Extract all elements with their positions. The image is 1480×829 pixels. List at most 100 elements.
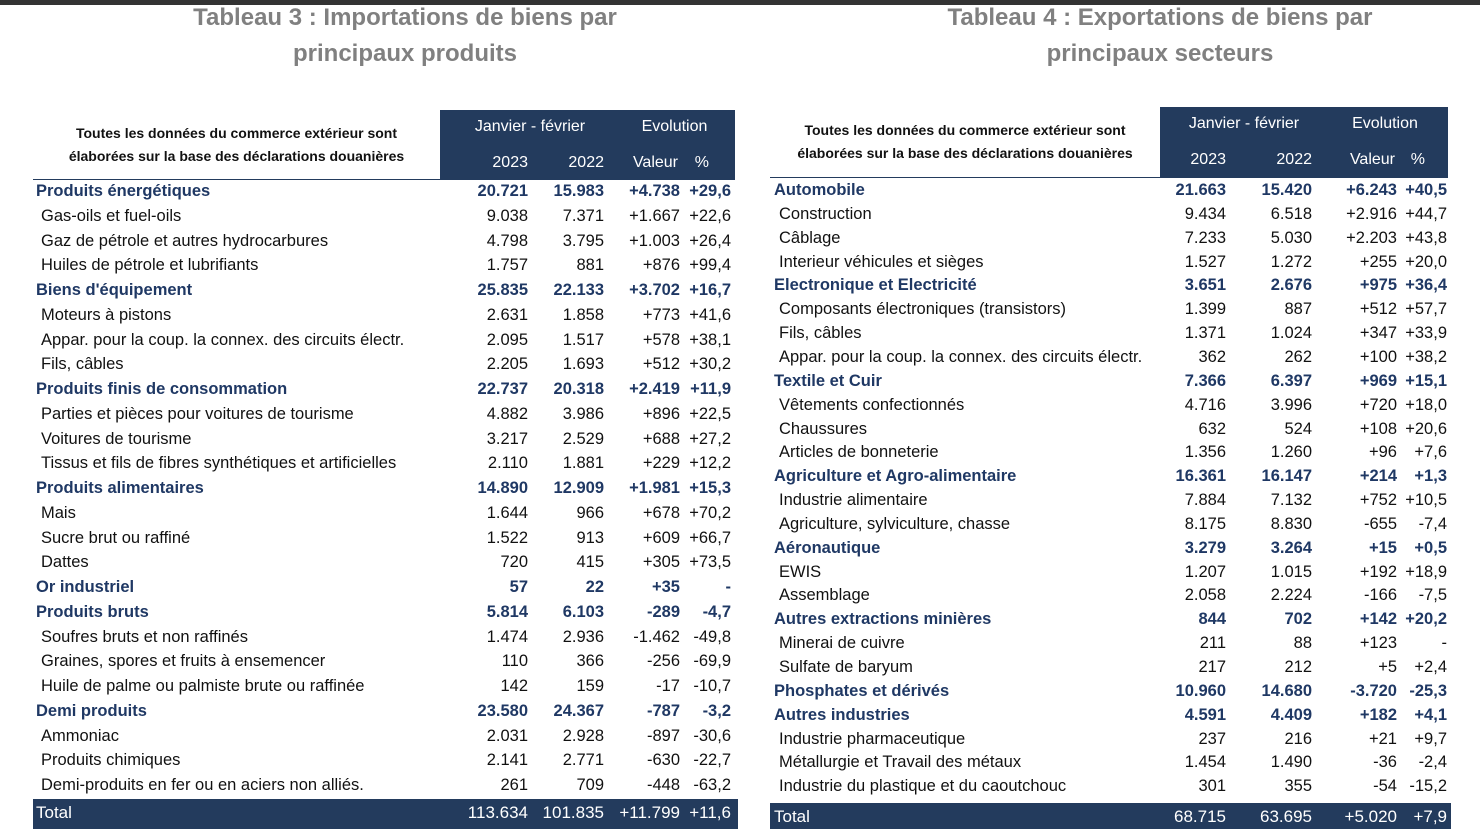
- item-label: Vêtements confectionnés: [779, 395, 965, 414]
- cell-value: 7.884: [1184, 491, 1226, 510]
- item-label: Appar. pour la coup. la connex. des circ…: [41, 330, 405, 349]
- cell-value: +18,9: [1405, 562, 1447, 581]
- cell-value: 1.757: [486, 256, 528, 275]
- cell-value: +123: [1359, 634, 1397, 653]
- cell-value: 1.356: [1184, 443, 1226, 462]
- item-label: Câblage: [779, 228, 841, 247]
- cell-value: +512: [642, 355, 680, 374]
- item-label: Industrie du plastique et du caoutchouc: [779, 777, 1067, 796]
- total-value: 63.695: [1260, 807, 1312, 826]
- cell-value: +752: [1359, 491, 1397, 510]
- cell-value: +0,5: [1414, 538, 1447, 557]
- cell-value: 1.858: [562, 305, 604, 324]
- cell-value: 1.024: [1270, 324, 1312, 343]
- cell-value: +229: [642, 454, 680, 473]
- header-evolution: Evolution: [1352, 115, 1418, 132]
- cell-value: 1.693: [562, 355, 604, 374]
- header-band: [440, 110, 735, 180]
- cell-value: +255: [1359, 252, 1397, 271]
- cell-value: 2.205: [486, 355, 528, 374]
- cell-value: +26,4: [689, 231, 731, 250]
- cell-value: 2.058: [1184, 586, 1226, 605]
- item-label: Métallurgie et Travail des métaux: [779, 753, 1022, 772]
- cell-value: 1.371: [1184, 324, 1226, 343]
- header-period: Janvier - février: [1188, 115, 1300, 132]
- group-label: Agriculture et Agro-alimentaire: [774, 467, 1017, 486]
- cell-value: 8.175: [1184, 514, 1226, 533]
- group-label: Produits alimentaires: [36, 479, 204, 497]
- cell-value: +73,5: [689, 553, 731, 572]
- cell-value: 7.371: [562, 206, 604, 225]
- cell-value: 1.881: [562, 454, 604, 473]
- cell-value: +2.916: [1346, 204, 1397, 223]
- total-value: +11.799: [619, 803, 680, 822]
- total-band: [770, 803, 1451, 829]
- cell-value: 6.103: [562, 602, 604, 621]
- cell-value: +36,4: [1405, 276, 1447, 295]
- cell-value: +12,2: [689, 454, 731, 473]
- cell-value: +18,0: [1405, 395, 1447, 414]
- cell-value: 720: [500, 553, 528, 572]
- cell-value: -54: [1373, 777, 1397, 796]
- cell-value: +1.981: [629, 479, 680, 497]
- item-label: Gaz de pétrole et autres hydrocarbures: [41, 231, 329, 250]
- item-label: Composants électroniques (transistors): [779, 300, 1067, 319]
- cell-value: +22,5: [689, 404, 731, 423]
- cell-value: 24.367: [553, 701, 604, 720]
- cell-value: +38,2: [1405, 347, 1447, 366]
- cell-value: +347: [1359, 324, 1397, 343]
- cell-value: 4.409: [1270, 705, 1312, 724]
- cell-value: 1.522: [486, 528, 528, 547]
- header-value: Valeur: [1349, 151, 1395, 168]
- table-title: Tableau 4 : Exportations de biens par: [947, 4, 1373, 31]
- total-value: 113.634: [467, 803, 528, 822]
- cell-value: -655: [1363, 514, 1397, 533]
- cell-value: 524: [1284, 419, 1312, 438]
- cell-value: 3.217: [486, 429, 528, 448]
- item-label: Industrie alimentaire: [779, 491, 928, 510]
- item-label: Tissus et fils de fibres synthétiques et…: [41, 454, 397, 473]
- cell-value: +2,4: [1414, 658, 1447, 676]
- item-label: Sulfate de baryum: [779, 658, 913, 676]
- total-label: Total: [36, 803, 72, 822]
- cell-value: -: [1441, 634, 1448, 653]
- item-label: Graines, spores et fruits à ensemencer: [41, 652, 326, 671]
- cell-value: +70,2: [689, 503, 731, 522]
- cell-value: +15: [1369, 538, 1397, 557]
- cell-value: +7,6: [1414, 443, 1447, 462]
- item-label: Fils, câbles: [41, 355, 124, 374]
- cell-value: 366: [576, 652, 604, 671]
- cell-value: +512: [1359, 300, 1397, 319]
- group-label: Produits énergétiques: [36, 182, 211, 200]
- cell-value: +609: [642, 528, 680, 547]
- cell-value: +108: [1359, 419, 1397, 438]
- cell-value: +214: [1359, 467, 1397, 486]
- cell-value: 1.272: [1270, 252, 1312, 271]
- cell-value: 15.420: [1261, 181, 1312, 199]
- group-label: Biens d'équipement: [36, 281, 193, 299]
- cell-value: 2.141: [486, 751, 528, 770]
- header-note: élaborées sur la base des déclarations d…: [797, 145, 1133, 161]
- cell-value: 362: [1198, 347, 1226, 366]
- item-label: Interieur véhicules et sièges: [779, 252, 984, 271]
- cell-value: +876: [642, 256, 680, 275]
- cell-value: 632: [1198, 419, 1226, 438]
- group-label: Produits finis de consommation: [36, 380, 288, 398]
- cell-value: -49,8: [693, 627, 731, 646]
- cell-value: -256: [646, 652, 680, 671]
- cell-value: +5: [1378, 658, 1397, 676]
- cell-value: -2,4: [1418, 753, 1447, 772]
- header-note: élaborées sur la base des déclarations d…: [68, 148, 405, 164]
- cell-value: +10,5: [1405, 491, 1447, 510]
- cell-value: 22: [585, 578, 604, 596]
- header-period: Janvier - février: [474, 118, 586, 135]
- header-note: Toutes les données du commerce extérieur…: [804, 122, 1126, 138]
- cell-value: 217: [1198, 658, 1226, 676]
- cell-value: -36: [1373, 753, 1397, 772]
- cell-value: -7,4: [1418, 514, 1447, 533]
- cell-value: 88: [1293, 634, 1312, 653]
- cell-value: 7.366: [1184, 371, 1226, 390]
- group-label: Demi produits: [36, 701, 147, 720]
- cell-value: +896: [642, 404, 680, 423]
- cell-value: 4.591: [1184, 705, 1226, 724]
